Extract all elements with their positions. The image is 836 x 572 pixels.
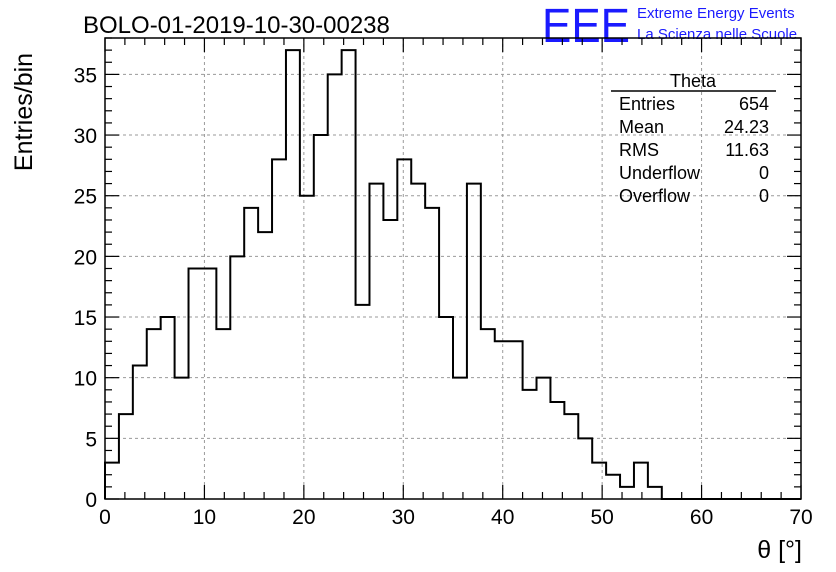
- stats-row-value: 11.63: [725, 140, 769, 160]
- x-tick-label: 50: [590, 506, 613, 529]
- x-tick-label: 0: [99, 506, 111, 529]
- stats-row-label: RMS: [619, 140, 659, 160]
- x-tick-label: 60: [690, 506, 713, 529]
- stats-row-label: Underflow: [619, 163, 701, 183]
- y-tick-label: 5: [85, 428, 97, 451]
- x-tick-label: 30: [392, 506, 415, 529]
- eee-logo: EEE Extreme Energy Events La Scienza nel…: [542, 0, 797, 53]
- y-tick-label: 10: [74, 368, 97, 391]
- stats-row-label: Overflow: [619, 186, 691, 206]
- eee-logo-line2: La Scienza nelle Scuole: [637, 26, 797, 43]
- stats-rows: Entries 654 Mean 24.23 RMS 11.63 Underflow 0 Ove…: [619, 94, 769, 206]
- y-tick-label: 20: [74, 246, 97, 269]
- y-tick-label: 0: [85, 489, 97, 512]
- stats-row-label: Entries: [619, 94, 675, 114]
- y-tick-label: 15: [74, 307, 97, 330]
- x-tick-label: 10: [193, 506, 216, 529]
- chart-title: BOLO-01-2019-10-30-00238: [83, 12, 390, 39]
- y-axis-title: Entries/bin: [10, 53, 38, 171]
- x-axis-title: θ [°]: [757, 536, 802, 564]
- stats-row-value: 0: [759, 186, 769, 206]
- x-tick-label: 40: [491, 506, 514, 529]
- y-tick-label: 35: [74, 64, 97, 87]
- x-tick-label: 20: [292, 506, 315, 529]
- stats-row-value: 654: [739, 94, 769, 114]
- stats-box-title: Theta: [670, 71, 717, 91]
- stats-row-value: 0: [759, 163, 769, 183]
- eee-logo-line1: Extreme Energy Events: [637, 5, 795, 22]
- eee-logo-mark: EEE: [542, 0, 630, 53]
- stats-row-value: 24.23: [724, 117, 769, 137]
- y-tick-label: 30: [74, 125, 97, 148]
- stats-box: Theta Entries 654 Mean 24.23 RMS 11.63 Underfl…: [611, 71, 776, 206]
- x-tick-label: 70: [789, 506, 812, 529]
- tick-labels: 0 10 20 30 40 50 60 70 0 5 10 15 20 25 30 35: [74, 64, 813, 529]
- y-tick-label: 25: [74, 186, 97, 209]
- axis-ticks: [104, 37, 802, 500]
- stats-row-label: Mean: [619, 117, 664, 137]
- histogram-step-line: [104, 49, 801, 500]
